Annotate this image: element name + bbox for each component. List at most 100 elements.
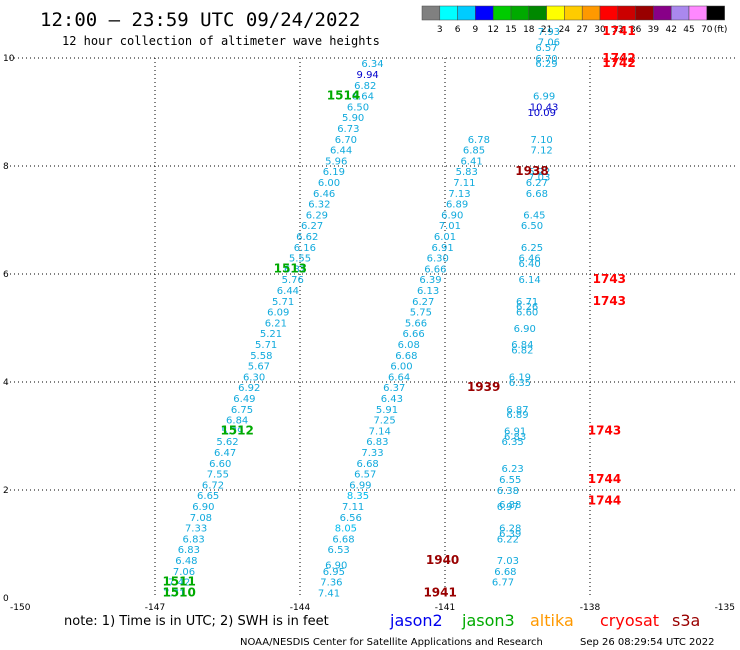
color-swatch: [546, 5, 565, 21]
axis-tick-labels: 0 2 4 6 8 10 -150 -147 -144 -141 -138 -135: [3, 54, 735, 613]
wave-height-label: 6.75: [231, 405, 253, 416]
wave-height-label: 10.09: [527, 108, 556, 119]
x-tick-label: -147: [145, 603, 165, 613]
wave-height-label: 7.33: [361, 448, 383, 459]
wave-height-label: 6.92: [238, 383, 260, 394]
wave-height-label: 7.11: [342, 502, 364, 513]
wave-height-label: 6.39: [499, 529, 521, 540]
chart-subtitle: 12 hour collection of altimeter wave hei…: [62, 34, 380, 48]
wave-height-label: 6.89: [446, 200, 468, 211]
wave-height-label: 6.21: [265, 318, 287, 329]
pass-number-label: 1743: [593, 272, 626, 286]
wave-height-label: 6.30: [243, 372, 265, 383]
wave-height-label: 6.19: [323, 167, 345, 178]
wave-height-label: 5.96: [325, 156, 347, 167]
color-swatch: [439, 5, 458, 21]
color-swatch: [599, 5, 619, 21]
wave-height-label: 6.00: [318, 178, 340, 189]
wave-height-label: 6.46: [518, 254, 540, 265]
wave-height-label: 6.22: [497, 534, 519, 545]
x-tick-label: -138: [580, 603, 601, 613]
pass-number-label: 1938: [515, 164, 548, 178]
color-swatch: [617, 5, 636, 21]
wave-height-label: 5.90: [342, 113, 364, 124]
wave-height-label: 7.41: [318, 588, 340, 599]
wave-height-label: 6.13: [417, 286, 439, 297]
wave-height-label: 6.60: [209, 459, 231, 470]
color-swatch: [670, 5, 690, 21]
wave-height-label: 6.00: [390, 362, 412, 373]
color-swatch: [635, 5, 654, 21]
x-tick-label: -135: [715, 603, 735, 613]
wave-height-label: 5.67: [248, 362, 270, 373]
color-swatch: [492, 5, 512, 21]
wave-height-label: 6.77: [492, 578, 514, 589]
legend-entry: cryosat: [600, 611, 659, 630]
grid-lines: [10, 57, 735, 598]
wave-height-label: 6.49: [233, 394, 255, 405]
wave-height-label: 6.48: [175, 556, 197, 567]
x-tick-label: -141: [435, 603, 455, 613]
wave-height-label: 8.35: [347, 491, 369, 502]
wave-height-label: 6.14: [518, 275, 540, 286]
wave-height-label: 6.68: [332, 534, 354, 545]
wave-height-label: 6.27: [301, 221, 323, 232]
wave-height-label: 6.27: [412, 297, 434, 308]
wave-height-label: 6.44: [277, 286, 299, 297]
wave-height-label: 8.05: [335, 524, 357, 535]
wave-height-label: 6.23: [502, 464, 524, 475]
y-tick-label: 2: [3, 486, 9, 496]
wave-height-label: 5.71: [272, 297, 294, 308]
wave-height-label: 6.37: [383, 383, 405, 394]
legend-entry: s3a: [672, 611, 700, 630]
color-scale-label: 36: [630, 25, 642, 35]
wave-height-label: 5.21: [260, 329, 282, 340]
wave-height-label: 6.44: [330, 146, 352, 157]
wave-height-label: 6.90: [441, 210, 463, 221]
color-scale-label: 3: [437, 25, 443, 35]
pass-number-label: 1940: [426, 553, 459, 567]
x-tick-label: -144: [290, 603, 311, 613]
color-scale-label: 18: [523, 25, 535, 35]
color-scale-label: 33: [612, 25, 623, 35]
color-swatch: [706, 5, 725, 21]
wave-height-label: 7.33: [185, 524, 207, 535]
wave-height-label: 5.66: [405, 318, 427, 329]
wave-height-label: 6.64: [352, 92, 374, 103]
wave-height-label: 6.55: [499, 475, 521, 486]
color-scale-label: 9: [473, 25, 479, 35]
wave-height-label: 6.90: [325, 560, 347, 571]
wave-height-label: 6.01: [434, 232, 456, 243]
wave-height-label: 6.84: [511, 340, 533, 351]
wave-height-label: 6.16: [294, 243, 316, 254]
wave-height-label: 6.29: [535, 59, 557, 70]
legend-entry: altika: [530, 611, 574, 630]
wave-height-label: 7.03: [528, 173, 550, 184]
wave-height-label: 6.85: [463, 146, 485, 157]
wave-height-label: 6.90: [514, 324, 536, 335]
wave-height-label: 6.35: [509, 378, 531, 389]
pass-number-label: 1512: [220, 423, 253, 437]
wave-height-label: 6.34: [361, 59, 383, 70]
footer-timestamp: Sep 26 08:29:54 UTC 2022: [580, 637, 714, 648]
wave-height-label: 6.60: [516, 308, 538, 319]
footer-credit: NOAA/NESDIS Center for Satellite Applica…: [240, 637, 543, 648]
wave-height-label: 6.27: [526, 178, 548, 189]
pass-number-label: 1742: [602, 56, 635, 70]
wave-height-label: 6.70: [335, 135, 357, 146]
footer-note: note: 1) Time is in UTC; 2) SWH is in fe…: [64, 614, 329, 629]
color-scale-legend: 3 6 9 12 15 18 21 24 27 30 33 36 39 42 45 70 (ft): [421, 5, 727, 35]
color-swatch: [457, 5, 476, 21]
wave-height-label: 7.11: [453, 178, 475, 189]
wave-height-label: 5.91: [376, 405, 398, 416]
pass-number-label: 1511: [162, 575, 195, 589]
color-swatch: [475, 5, 494, 21]
wave-height-label: 6.90: [192, 502, 214, 513]
wave-height-label: 5.71: [255, 340, 277, 351]
wave-height-label: 6.50: [521, 221, 543, 232]
wave-height-label: 6.40: [518, 259, 540, 270]
wave-height-label: 6.09: [267, 308, 289, 319]
wave-height-label: 5.75: [410, 308, 432, 319]
satellite-legend: jason2 jason3 altika cryosat s3a: [389, 611, 700, 630]
pass-number-label: 1941: [423, 585, 456, 599]
